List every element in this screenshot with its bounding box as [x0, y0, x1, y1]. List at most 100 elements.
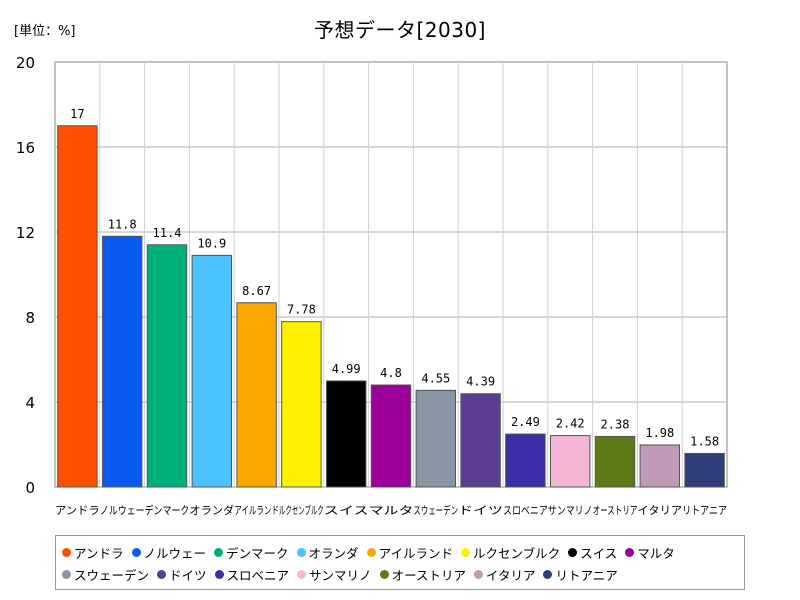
legend-item: スイス [568, 543, 617, 562]
x-tick-label: ノルウェー [100, 504, 145, 517]
legend-marker [473, 569, 483, 579]
data-label: 11.4 [153, 226, 182, 240]
data-label: 2.49 [511, 415, 540, 429]
data-label: 4.8 [380, 366, 402, 380]
legend-label: スウェーデン [74, 567, 150, 583]
data-label: 1.58 [690, 434, 719, 448]
legend-marker [379, 569, 389, 579]
legend-label: リトアニア [555, 567, 618, 583]
data-label: 1.98 [645, 426, 674, 440]
y-tick-label: 4 [25, 394, 35, 412]
y-tick-label: 16 [16, 139, 35, 157]
x-tick-label: スウェーデン [413, 503, 458, 517]
data-label: 2.42 [556, 417, 585, 431]
bar [549, 435, 591, 488]
x-tick-label: サンマリノ [548, 504, 593, 517]
data-label: 7.78 [287, 303, 316, 317]
legend-row: アンドラ ノルウェー デンマーク オランダ アイルランド ルクセンブルク スイス マルタ [62, 543, 683, 561]
bar [684, 452, 725, 488]
legend-marker [214, 547, 224, 557]
legend-label: ノルウェー [143, 545, 207, 561]
x-tick-label: リトアニア [682, 504, 727, 517]
legend-marker [131, 547, 141, 557]
x-tick-label: アンドラ [55, 504, 100, 517]
bar [594, 435, 636, 488]
data-label: 17 [70, 107, 84, 121]
legend-item: スロベニア [214, 565, 290, 584]
y-tick-label: 20 [16, 54, 35, 72]
legend-label: オーストリア [391, 567, 466, 583]
bar [460, 393, 501, 488]
legend-label: ルクセンブルク [472, 545, 561, 561]
bar [281, 321, 322, 488]
legend-marker [214, 569, 224, 579]
legend-marker [62, 569, 71, 579]
x-tick-label: マルタ [369, 504, 414, 517]
legend-item: ノルウェー [131, 543, 207, 562]
data-label: 4.39 [466, 375, 495, 389]
bar [146, 244, 188, 488]
legend-marker [366, 547, 376, 557]
y-tick-label: 8 [25, 309, 35, 327]
legend-label: アンドラ [74, 545, 124, 561]
legend-marker [157, 569, 167, 579]
legend-label: デンマーク [226, 545, 289, 561]
bar [325, 380, 367, 488]
x-tick-label: アイルランド [234, 504, 279, 517]
legend-marker [296, 547, 306, 557]
data-label: 4.99 [332, 362, 361, 376]
data-label: 10.9 [197, 236, 226, 250]
x-tick-label: ドイツ [458, 504, 503, 517]
legend-label: イタリア [485, 567, 536, 583]
unit-label: [単位：%] [14, 24, 76, 39]
legend-label: ドイツ [169, 567, 207, 583]
legend-item: リトアニア [543, 565, 618, 584]
bar [415, 389, 457, 488]
chart-title: 予想データ[2030] [313, 18, 486, 42]
x-tick-label: デンマーク [145, 503, 190, 517]
legend-item: ルクセンブルク [460, 543, 561, 562]
legend-item: マルタ [625, 543, 675, 562]
x-tick-label: イタリア [637, 504, 682, 517]
x-tick-label: オランダ [189, 503, 234, 517]
bar [101, 235, 143, 488]
legend-marker [460, 547, 470, 557]
legend-label: マルタ [637, 545, 675, 561]
legend-item: スウェーデン [62, 565, 149, 584]
legend-marker [625, 547, 635, 557]
bar [370, 384, 412, 488]
x-tick-label: スイス [324, 504, 369, 517]
legend-marker [543, 569, 553, 579]
bar [505, 433, 546, 488]
x-tick-label: スロベニア [503, 504, 548, 517]
legend-item: イタリア [473, 565, 536, 584]
data-label: 2.38 [601, 417, 630, 431]
data-label: 8.67 [242, 284, 271, 298]
legend-label: スイス [580, 545, 618, 561]
bar [191, 254, 233, 488]
legend-label: サンマリノ [309, 567, 372, 583]
legend-item: オーストリア [379, 565, 466, 584]
bar [639, 444, 681, 488]
legend-marker [62, 547, 71, 557]
legend-item: アンドラ [62, 543, 124, 562]
y-tick-label: 0 [25, 479, 35, 497]
legend-label: オランダ [308, 545, 359, 561]
data-label: 4.55 [421, 371, 450, 385]
legend-item: アイルランド [366, 543, 453, 562]
legend-marker [297, 569, 307, 579]
y-tick-label: 12 [16, 224, 35, 242]
bar [57, 125, 98, 488]
legend: アンドラ ノルウェー デンマーク オランダ アイルランド ルクセンブルク スイス マルタ スウ… [55, 535, 745, 590]
legend-item: デンマーク [214, 543, 289, 562]
legend-item: オランダ [296, 543, 359, 562]
data-label: 11.8 [108, 217, 137, 231]
legend-marker [568, 547, 578, 557]
x-tick-label: オーストリア [593, 504, 638, 517]
legend-label: スロベニア [226, 567, 290, 583]
legend-label: アイルランド [378, 545, 453, 561]
legend-item: サンマリノ [297, 565, 372, 584]
bar [236, 302, 277, 488]
legend-item: ドイツ [157, 565, 207, 584]
